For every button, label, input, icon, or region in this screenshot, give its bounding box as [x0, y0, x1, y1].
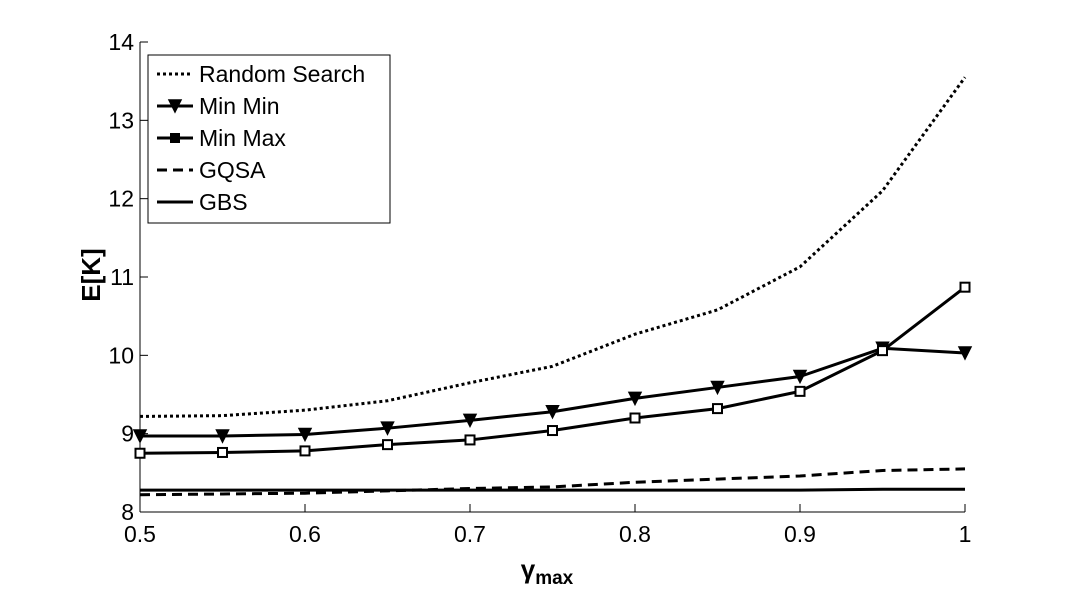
data-point-min-max-10	[959, 281, 971, 293]
data-point-min-max-7	[712, 403, 723, 415]
data-point-min-min-3	[380, 421, 395, 436]
data-point-min-max-5	[547, 425, 558, 437]
data-point-min-min-10	[957, 346, 973, 361]
data-point-min-max-9	[877, 345, 888, 357]
legend-marker-min-max	[170, 133, 180, 143]
data-point-min-max-3	[382, 439, 393, 451]
series-random-search	[139, 76, 967, 418]
y-tick-label-13: 13	[108, 107, 134, 133]
legend-label-random-search: Random Search	[199, 61, 365, 87]
legend: Random Search Min Min Min Max GQSA GBS	[147, 54, 391, 224]
data-point-min-min-4	[462, 413, 478, 429]
y-axis-label: E[K]	[76, 248, 106, 301]
data-point-min-min-7	[710, 380, 725, 396]
series-line-gqsa	[139, 467, 966, 497]
y-tick-label-8: 8	[121, 499, 134, 525]
data-point-min-min-5	[545, 404, 560, 420]
data-point-min-max-6	[629, 412, 641, 424]
legend-label-min-min: Min Min	[199, 93, 280, 119]
y-tick-label-14: 14	[108, 29, 134, 55]
y-tick-label-10: 10	[108, 342, 134, 368]
legend-marker-min-min	[167, 99, 183, 114]
y-tick-label-12: 12	[108, 186, 134, 212]
x-axis-label-sub: max	[535, 568, 573, 585]
y-tick-label-9: 9	[121, 421, 134, 447]
series-line-random-search	[139, 76, 967, 418]
series-gqsa	[139, 467, 966, 497]
x-tick-label-0.8: 0.8	[619, 521, 651, 547]
series-line-gbs	[140, 487, 965, 492]
series-min-max	[134, 281, 971, 459]
x-tick-label-0.6: 0.6	[289, 521, 321, 547]
x-tick-label-1: 1	[959, 521, 972, 547]
legend-label-min-max: Min Max	[199, 125, 286, 151]
x-tick-label-0.9: 0.9	[784, 521, 816, 547]
data-point-min-max-4	[464, 434, 476, 446]
series-min-min	[132, 341, 973, 444]
data-point-min-min-1	[215, 429, 230, 444]
data-point-min-max-2	[299, 445, 311, 457]
x-axis-label: γmax	[521, 554, 574, 585]
data-point-min-max-1	[217, 446, 228, 458]
x-tick-label-0.7: 0.7	[454, 521, 486, 547]
series-gbs	[140, 487, 965, 492]
legend-label-gbs: GBS	[199, 189, 248, 215]
legend-label-gqsa: GQSA	[199, 157, 266, 183]
x-tick-label-0.5: 0.5	[124, 521, 156, 547]
data-point-min-max-8	[794, 385, 806, 397]
data-point-min-max-0	[134, 447, 146, 459]
data-point-min-min-8	[792, 369, 808, 385]
x-axis-label-main: γ	[521, 554, 536, 584]
y-tick-label-11: 11	[110, 264, 134, 290]
data-point-min-min-0	[132, 429, 148, 444]
data-point-min-min-2	[297, 427, 313, 443]
data-point-min-min-6	[627, 391, 643, 407]
